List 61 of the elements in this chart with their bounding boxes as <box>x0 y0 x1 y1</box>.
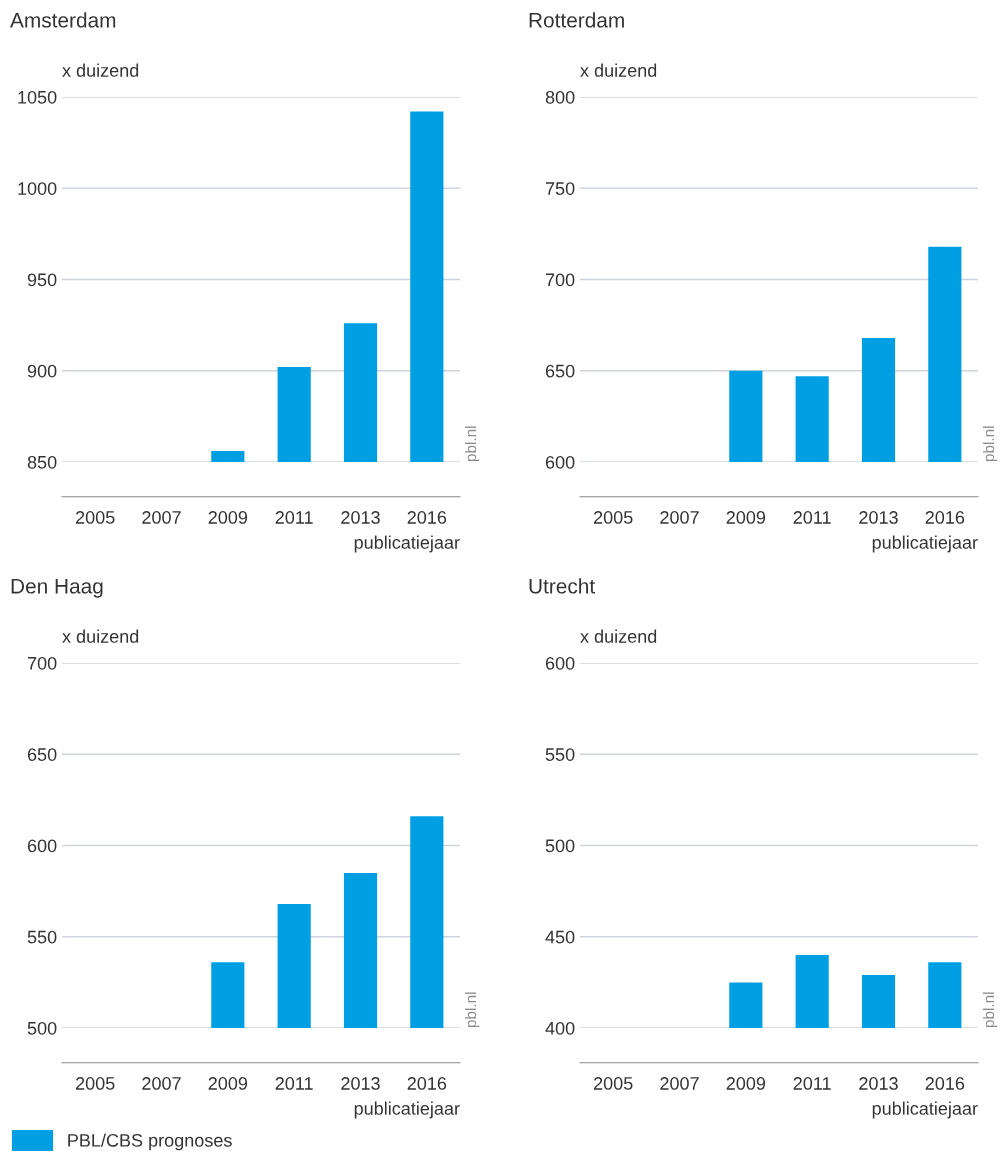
legend-label: PBL/CBS prognoses <box>68 1133 232 1151</box>
y-tick-label: 850 <box>27 455 57 469</box>
y-tick-label: 1000 <box>18 182 57 195</box>
x-tick-label: 2013 <box>341 511 380 524</box>
chart-title: Amsterdam <box>10 12 116 28</box>
y-axis-title: x duizend <box>62 63 139 77</box>
x-tick-label: 2011 <box>793 1077 831 1090</box>
x-tick-label: 2016 <box>407 1077 447 1090</box>
y-tick-label: 500 <box>27 1021 57 1035</box>
x-tick-label: 2005 <box>593 511 633 524</box>
x-axis-title: publicatiejaar <box>872 1101 978 1119</box>
x-tick-label: 2009 <box>208 511 248 524</box>
y-tick-label: 600 <box>545 455 575 469</box>
text: pbl.nl <box>465 992 480 1028</box>
x-tick-label: 2007 <box>660 1077 699 1090</box>
x-tick-label: 2009 <box>726 1077 766 1090</box>
x-tick-label: 2009 <box>208 1077 248 1090</box>
chart-title: Den Haag <box>11 579 103 598</box>
x-axis-title: publicatiejaar <box>872 535 978 553</box>
x-tick-label: 2011 <box>275 511 313 524</box>
x-tick-label: 2016 <box>407 511 447 524</box>
x-tick-label: 2005 <box>593 1077 633 1090</box>
x-tick-label: 2013 <box>859 511 898 524</box>
y-tick-label: 500 <box>545 839 575 853</box>
x-tick-label: 2011 <box>275 1077 313 1090</box>
y-tick-label: 550 <box>545 748 575 761</box>
y-tick-label: 800 <box>545 90 575 104</box>
x-tick-label: 2009 <box>726 511 766 524</box>
y-tick-label: 650 <box>27 748 57 761</box>
x-tick-label: 2007 <box>660 511 699 524</box>
y-tick-label: 600 <box>27 839 57 853</box>
y-axis-title: x duizend <box>580 63 657 77</box>
text: pbl.nl <box>983 992 998 1028</box>
x-tick-label: 2005 <box>75 511 115 524</box>
y-tick-label: 950 <box>27 273 57 287</box>
x-axis-title: publicatiejaar <box>354 1101 460 1119</box>
chart-title: Rotterdam <box>529 12 624 28</box>
x-axis-title: publicatiejaar <box>354 535 460 553</box>
x-tick-label: 2005 <box>75 1077 115 1090</box>
y-tick-label: 700 <box>27 656 57 670</box>
y-tick-label: 900 <box>27 364 57 378</box>
x-tick-label: 2007 <box>142 511 181 524</box>
x-tick-label: 2007 <box>142 1077 181 1090</box>
y-tick-label: 1050 <box>18 90 57 104</box>
x-tick-label: 2016 <box>925 1077 965 1090</box>
chart-title: Utrecht <box>529 578 595 594</box>
text: pbl.nl <box>465 426 480 462</box>
y-tick-label: 750 <box>545 182 575 195</box>
text: pbl.nl <box>983 426 998 462</box>
y-tick-label: 450 <box>545 930 575 944</box>
y-tick-label: 700 <box>545 273 575 287</box>
y-tick-label: 600 <box>545 656 575 670</box>
y-tick-label: 550 <box>27 930 57 944</box>
x-tick-label: 2011 <box>793 511 831 524</box>
y-axis-title: x duizend <box>62 629 139 643</box>
y-tick-label: 400 <box>545 1021 575 1035</box>
x-tick-label: 2013 <box>341 1077 380 1090</box>
y-tick-label: 650 <box>545 364 575 378</box>
x-tick-label: 2013 <box>859 1077 898 1090</box>
x-tick-label: 2016 <box>925 511 965 524</box>
y-axis-title: x duizend <box>580 629 657 643</box>
